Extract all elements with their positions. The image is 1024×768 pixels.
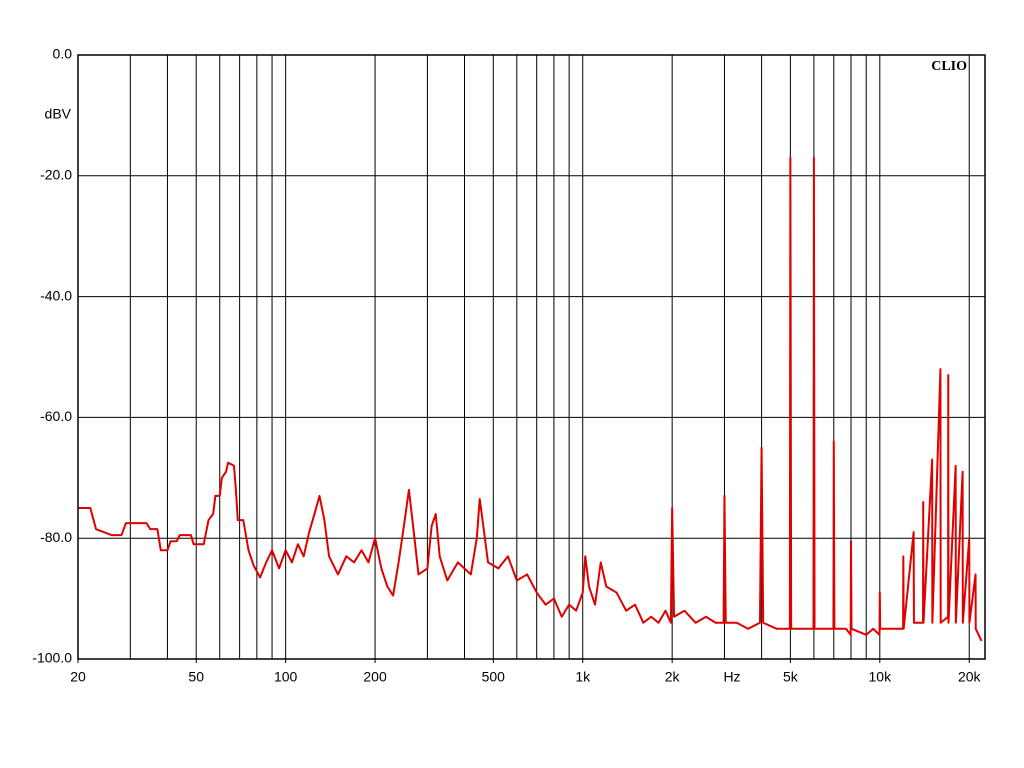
plot: [78, 156, 983, 642]
x-tick-label: 200: [363, 669, 387, 685]
x-tick-label: 5k: [783, 669, 799, 685]
x-tick-label: 1k: [575, 669, 591, 685]
plot-frame: [77, 54, 986, 660]
y-tick-label: -100.0: [32, 650, 72, 666]
x-tick-label: 10k: [869, 669, 893, 685]
y-tick-label: -80.0: [40, 529, 72, 545]
spectrum-line: [78, 156, 983, 642]
x-tick-label: 20: [70, 669, 86, 685]
y-tick-label: -60.0: [40, 408, 72, 424]
y-tick-label: -20.0: [40, 167, 72, 183]
x-tick-label: 50: [188, 669, 204, 685]
x-tick-label: 500: [482, 669, 506, 685]
y-axis-label: dBV: [45, 106, 72, 122]
y-tick-label: -40.0: [40, 287, 72, 303]
x-tick-label: 2k: [665, 669, 681, 685]
watermark: CLIO: [931, 59, 967, 74]
x-tick-label: 20k: [958, 669, 982, 685]
y-tick-label: 0.0: [53, 46, 73, 62]
x-axis-label: Hz: [723, 669, 740, 685]
x-tick-label: 100: [274, 669, 298, 685]
